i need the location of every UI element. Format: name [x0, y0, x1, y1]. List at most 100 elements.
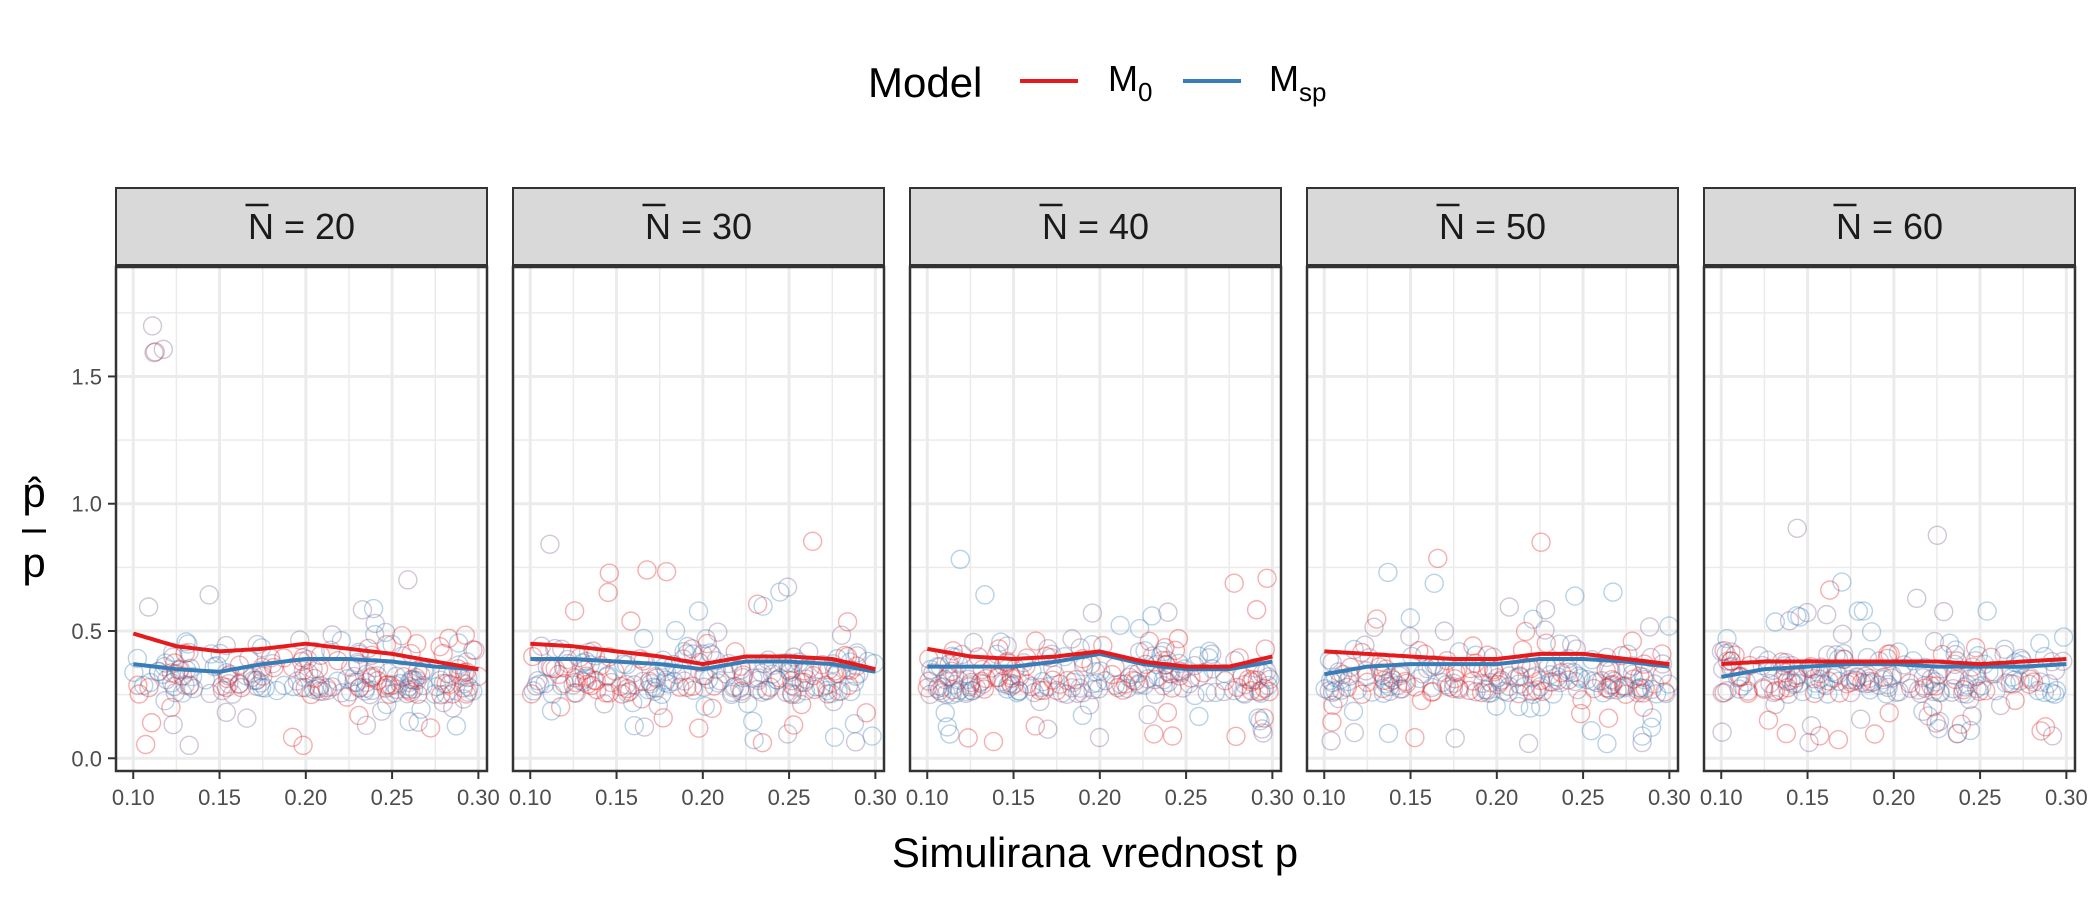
scatter-point — [1939, 633, 1960, 653]
scatter-point — [401, 682, 421, 702]
scatter-point — [617, 655, 637, 675]
x-tick-label: 0.20 — [284, 785, 327, 810]
scatter-point — [1783, 674, 1804, 695]
scatter-point — [1352, 684, 1372, 704]
scatter-point — [725, 642, 745, 662]
scatter-point — [521, 684, 542, 704]
scatter-point — [633, 671, 653, 692]
scatter-point — [540, 534, 560, 554]
scatter-point — [1816, 604, 1837, 625]
scatter-point — [1901, 678, 1921, 699]
scatter-point — [1340, 666, 1360, 686]
scatter-point — [1009, 681, 1029, 701]
scatter-point — [664, 671, 684, 692]
scatter-point — [1110, 615, 1130, 636]
scatter-point — [831, 625, 852, 645]
scatter-point — [1623, 656, 1643, 676]
y-tick-label: 1.0 — [71, 492, 102, 517]
scatter-point — [2020, 669, 2040, 689]
scatter-point — [1797, 602, 1817, 623]
scatter-point — [944, 674, 965, 695]
scatter-point — [404, 670, 424, 691]
scatter-point — [250, 673, 271, 693]
facet-strip-label: N = 30 — [645, 206, 752, 247]
scatter-point — [322, 625, 342, 645]
facet-symbol: N — [1836, 206, 1862, 247]
scatter-point — [219, 674, 239, 694]
scatter-point — [1043, 670, 1063, 690]
scatter-point — [1921, 675, 1941, 696]
scatter-point — [599, 647, 619, 667]
scatter-point — [1598, 708, 1619, 728]
scatter-point — [1428, 548, 1448, 569]
scatter-point — [1486, 696, 1506, 716]
scatter-point — [1889, 681, 1909, 702]
scatter-point — [927, 678, 948, 699]
scatter-point — [436, 674, 456, 694]
scatter-point — [1873, 667, 1894, 687]
scatter-point — [818, 684, 838, 704]
scatter-point — [784, 677, 805, 697]
scatter-point — [1038, 676, 1058, 697]
scatter-point — [176, 632, 196, 652]
scatter-point — [384, 675, 405, 695]
scatter-point — [1139, 631, 1160, 652]
scatter-point — [1765, 694, 1785, 715]
scatter-point — [1925, 672, 1946, 692]
scatter-point — [1571, 703, 1591, 724]
scatter-point — [574, 672, 594, 692]
scatter-point — [752, 732, 773, 753]
scatter-point — [1810, 726, 1830, 746]
scatter-point — [1934, 601, 1954, 622]
scatter-point — [156, 669, 177, 690]
scatter-point — [721, 684, 742, 705]
scatter-point — [1072, 683, 1093, 703]
scatter-point — [1325, 667, 1346, 688]
scatter-point — [247, 676, 267, 697]
scatter-point — [1323, 695, 1343, 716]
scatter-point — [1444, 673, 1464, 693]
scatter-point — [1247, 670, 1268, 690]
scatter-point — [2028, 680, 2048, 701]
scatter-point — [1234, 684, 1255, 704]
scatter-point — [442, 684, 463, 704]
scatter-point — [1129, 675, 1149, 695]
scatter-point — [1235, 674, 1255, 695]
scatter-point — [349, 705, 369, 726]
scatter-point — [401, 670, 421, 690]
scatter-point — [1593, 683, 1613, 703]
scatter-point — [942, 661, 962, 681]
scatter-point — [1473, 673, 1493, 694]
scatter-point — [1514, 676, 1535, 697]
scatter-point — [1162, 726, 1183, 746]
scatter-point — [1508, 696, 1529, 717]
scatter-point — [1622, 664, 1643, 684]
scatter-point — [1032, 672, 1053, 692]
scatter-point — [1819, 671, 1839, 691]
scatter-point — [1587, 672, 1607, 693]
scatter-point — [1477, 680, 1497, 700]
scatter-point — [216, 677, 237, 698]
scatter-point — [1996, 673, 2016, 693]
scatter-point — [571, 671, 592, 691]
scatter-point — [688, 601, 709, 621]
scatter-point — [2045, 684, 2065, 705]
scatter-point — [1189, 706, 1209, 727]
scatter-point — [1254, 678, 1274, 699]
scatter-point — [617, 678, 638, 699]
scatter-point — [427, 676, 447, 697]
scatter-point — [1624, 669, 1644, 689]
scatter-point — [1057, 670, 1078, 691]
scatter-point — [229, 674, 249, 694]
scatter-point — [1344, 639, 1364, 660]
scatter-point — [1052, 683, 1072, 703]
scatter-point — [637, 560, 657, 580]
facet-value: = 40 — [1068, 206, 1149, 247]
scatter-point — [950, 680, 970, 700]
scatter-point — [817, 680, 837, 701]
panel-frame — [511, 265, 886, 773]
scatter-point — [1025, 716, 1045, 736]
scatter-point — [1864, 724, 1885, 744]
scatter-point — [294, 667, 314, 687]
scatter-point — [1778, 678, 1798, 698]
